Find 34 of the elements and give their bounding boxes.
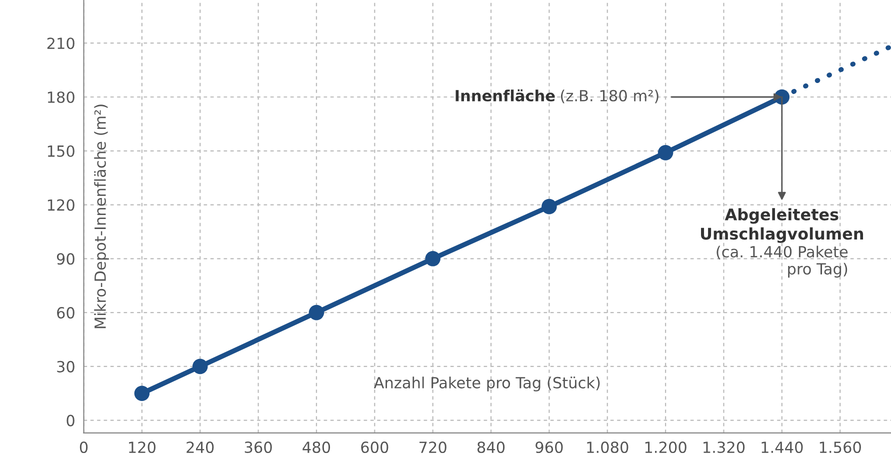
x-axis-title: Anzahl Pakete pro Tag (Stück) <box>374 376 600 392</box>
x-tick-label: 960 <box>536 442 563 454</box>
y-tick-label: 60 <box>57 307 74 319</box>
x-tick-label: 1.200 <box>645 442 686 454</box>
x-tick-label: 840 <box>477 442 505 454</box>
x-tick-label: 0 <box>80 442 88 454</box>
annotation: Abgeleitetes Umschlagvolumen <box>701 208 864 243</box>
point <box>308 304 324 320</box>
y-axis-title: Mikro-Depot-Innenfläche (m²) <box>94 104 109 328</box>
y-tick-label: 120 <box>48 199 74 211</box>
x-tick-label: 1.440 <box>762 442 803 454</box>
x-tick-label: 600 <box>361 442 388 454</box>
point <box>192 358 208 374</box>
y-tick-label: 0 <box>66 414 74 426</box>
x-tick-label: 480 <box>302 442 330 454</box>
y-tick-label: 150 <box>48 145 74 157</box>
x-tick-label: 240 <box>186 442 214 454</box>
x-tick-label: 360 <box>244 442 272 454</box>
x-tick-label: 1.080 <box>587 442 628 454</box>
y-tick-label: 90 <box>56 253 74 265</box>
point <box>658 145 674 160</box>
y-tick-label: 180 <box>48 91 74 104</box>
y-tick-label: 30 <box>57 360 74 372</box>
annotation: Innenfläche <box>456 89 555 102</box>
annotation: (ca. 1.440 Pakete pro Tag) <box>716 246 848 278</box>
point <box>134 386 150 402</box>
x-tick-label: 720 <box>420 442 446 454</box>
x-tick-label: 1.560 <box>820 442 861 454</box>
y-tick-label: 210 <box>47 38 74 50</box>
x-tick-label: 1.320 <box>704 442 745 454</box>
annotation: (z.B. 180 m²) <box>560 90 658 104</box>
x-tick-label: 120 <box>129 442 156 454</box>
point <box>425 251 440 266</box>
point <box>542 198 557 214</box>
